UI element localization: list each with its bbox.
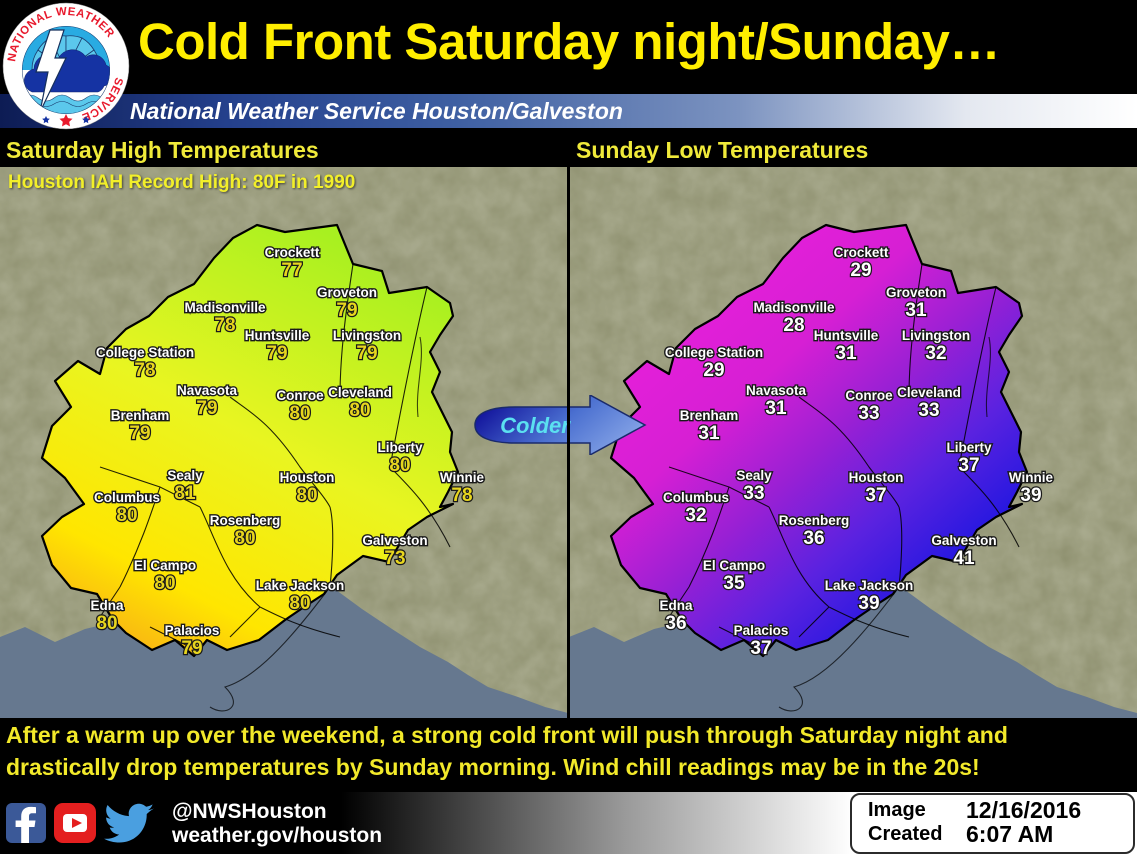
svg-text:College Station: College Station (96, 345, 194, 360)
svg-text:80: 80 (289, 593, 310, 614)
svg-text:Huntsville: Huntsville (814, 328, 879, 343)
svg-text:80: 80 (116, 505, 137, 526)
svg-text:78: 78 (134, 360, 155, 381)
svg-text:Winnie: Winnie (1009, 470, 1054, 485)
svg-text:77: 77 (281, 260, 302, 281)
svg-text:36: 36 (803, 528, 824, 549)
svg-text:Groveton: Groveton (317, 285, 377, 300)
svg-text:73: 73 (384, 548, 405, 569)
svg-text:Livingston: Livingston (333, 328, 401, 343)
svg-text:El Campo: El Campo (134, 558, 196, 573)
svg-text:31: 31 (905, 300, 927, 321)
svg-text:79: 79 (356, 343, 377, 364)
svg-text:Columbus: Columbus (94, 490, 160, 505)
svg-text:32: 32 (685, 505, 706, 526)
svg-text:33: 33 (918, 400, 939, 421)
svg-text:Lake Jackson: Lake Jackson (256, 578, 345, 593)
svg-text:Palacios: Palacios (734, 623, 789, 638)
svg-text:79: 79 (181, 638, 202, 659)
svg-text:Conroe: Conroe (276, 388, 324, 403)
svg-text:80: 80 (289, 403, 310, 424)
svg-text:39: 39 (858, 593, 879, 614)
svg-text:Edna: Edna (659, 598, 692, 613)
svg-text:80: 80 (154, 573, 175, 594)
svg-text:41: 41 (953, 548, 975, 569)
svg-text:81: 81 (174, 483, 196, 504)
svg-text:Huntsville: Huntsville (245, 328, 310, 343)
svg-text:Sealy: Sealy (167, 468, 203, 483)
svg-text:Brenham: Brenham (111, 408, 170, 423)
svg-text:Cleveland: Cleveland (897, 385, 961, 400)
svg-text:Lake Jackson: Lake Jackson (825, 578, 914, 593)
svg-text:37: 37 (865, 485, 886, 506)
svg-text:Navasota: Navasota (746, 383, 807, 398)
svg-text:Colder: Colder (500, 413, 571, 438)
svg-text:33: 33 (743, 483, 764, 504)
svg-text:79: 79 (266, 343, 287, 364)
svg-text:80: 80 (389, 455, 410, 476)
svg-text:Cleveland: Cleveland (328, 385, 392, 400)
svg-text:35: 35 (723, 573, 745, 594)
svg-text:80: 80 (96, 613, 117, 634)
svg-text:78: 78 (214, 315, 235, 336)
svg-text:Madisonville: Madisonville (184, 300, 266, 315)
svg-text:31: 31 (698, 423, 720, 444)
svg-text:Sealy: Sealy (736, 468, 772, 483)
svg-text:36: 36 (665, 613, 686, 634)
svg-text:Liberty: Liberty (946, 440, 992, 455)
svg-text:28: 28 (783, 315, 804, 336)
svg-text:Madisonville: Madisonville (753, 300, 835, 315)
svg-text:Navasota: Navasota (177, 383, 238, 398)
svg-text:Winnie: Winnie (440, 470, 485, 485)
svg-text:Brenham: Brenham (680, 408, 739, 423)
svg-text:29: 29 (850, 260, 871, 281)
svg-text:79: 79 (129, 423, 150, 444)
svg-text:Crockett: Crockett (834, 245, 889, 260)
svg-text:Rosenberg: Rosenberg (779, 513, 850, 528)
svg-text:Houston: Houston (280, 470, 335, 485)
svg-text:31: 31 (765, 398, 787, 419)
svg-text:El Campo: El Campo (703, 558, 765, 573)
svg-text:Crockett: Crockett (265, 245, 320, 260)
svg-text:79: 79 (196, 398, 217, 419)
svg-text:Conroe: Conroe (845, 388, 893, 403)
svg-text:Palacios: Palacios (165, 623, 220, 638)
svg-text:Columbus: Columbus (663, 490, 729, 505)
svg-text:Houston: Houston (849, 470, 904, 485)
svg-text:Edna: Edna (90, 598, 123, 613)
svg-text:78: 78 (451, 485, 472, 506)
svg-text:37: 37 (750, 638, 771, 659)
svg-text:Livingston: Livingston (902, 328, 970, 343)
svg-text:79: 79 (336, 300, 357, 321)
svg-text:Groveton: Groveton (886, 285, 946, 300)
svg-text:80: 80 (234, 528, 255, 549)
svg-text:College Station: College Station (665, 345, 763, 360)
svg-text:37: 37 (958, 455, 979, 476)
svg-text:33: 33 (858, 403, 879, 424)
svg-text:80: 80 (349, 400, 370, 421)
svg-text:31: 31 (835, 343, 857, 364)
svg-text:Galveston: Galveston (362, 533, 427, 548)
svg-text:32: 32 (925, 343, 946, 364)
svg-text:Rosenberg: Rosenberg (210, 513, 281, 528)
svg-text:29: 29 (703, 360, 724, 381)
svg-text:Liberty: Liberty (377, 440, 423, 455)
svg-text:Galveston: Galveston (931, 533, 996, 548)
svg-text:39: 39 (1020, 485, 1041, 506)
svg-text:80: 80 (296, 485, 317, 506)
